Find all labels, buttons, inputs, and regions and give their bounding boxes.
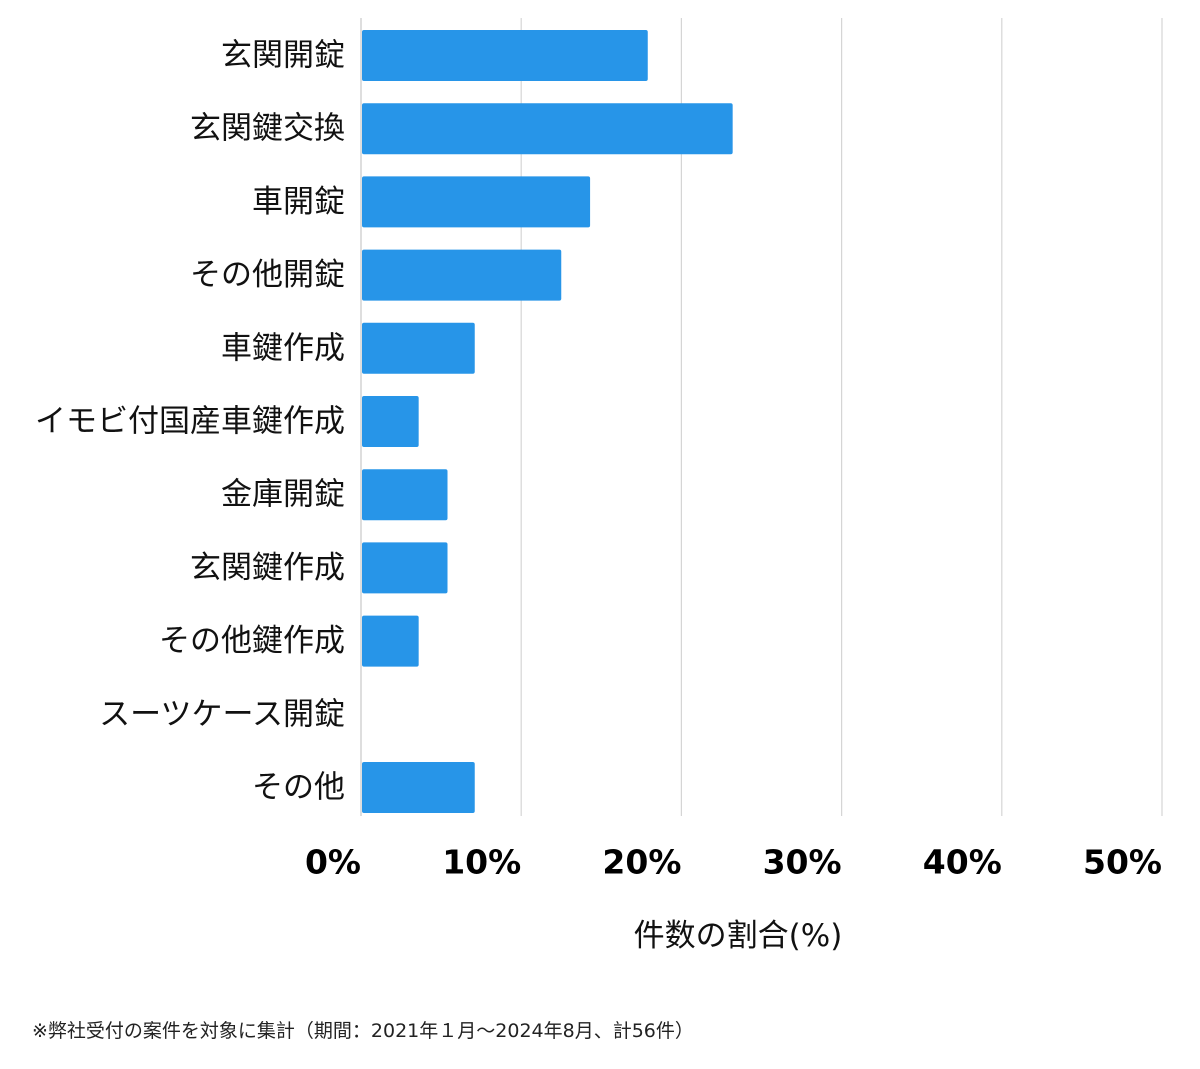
category-label: 金庫開錠 [221, 477, 345, 513]
chart: 玄関開錠玄関鍵交換車開錠その他開錠車鍵作成イモビ付国産車鍵作成金庫開錠玄関鍵作成… [35, 18, 1163, 954]
x-tick-label: 20% [602, 843, 681, 882]
x-tick-label: 0% [305, 843, 361, 882]
bar [362, 249, 562, 301]
bar [362, 469, 448, 521]
bar [362, 542, 448, 594]
bar-chart: 玄関開錠玄関鍵交換車開錠その他開錠車鍵作成イモビ付国産車鍵作成金庫開錠玄関鍵作成… [35, 18, 1163, 954]
bar [362, 176, 591, 228]
category-label: 玄関鍵交換 [190, 111, 345, 147]
x-tick-label: 30% [763, 843, 842, 882]
category-label: イモビ付国産車鍵作成 [35, 404, 345, 440]
category-label: その他鍵作成 [159, 623, 345, 659]
category-label: 車開錠 [252, 184, 345, 220]
bar [362, 322, 475, 374]
bar [362, 762, 475, 813]
bar [362, 103, 733, 155]
bar [362, 396, 419, 447]
x-tick-label: 10% [442, 843, 521, 882]
x-axis-title: 件数の割合(%) [634, 918, 843, 954]
bar [362, 615, 419, 667]
category-label: 玄関鍵作成 [190, 550, 345, 586]
footnote: ※弊社受付の案件を対象に集計（期間：2021年１月〜2024年8月、計56件） [32, 1020, 694, 1042]
category-label: 車鍵作成 [221, 330, 345, 366]
x-tick-label: 50% [1083, 843, 1162, 882]
category-label: その他開錠 [190, 257, 345, 293]
x-tick-label: 40% [923, 843, 1002, 882]
category-label: その他 [252, 770, 345, 806]
bar [362, 30, 648, 81]
category-label: 玄関開錠 [221, 38, 345, 74]
category-label: スーツケース開錠 [99, 696, 345, 732]
